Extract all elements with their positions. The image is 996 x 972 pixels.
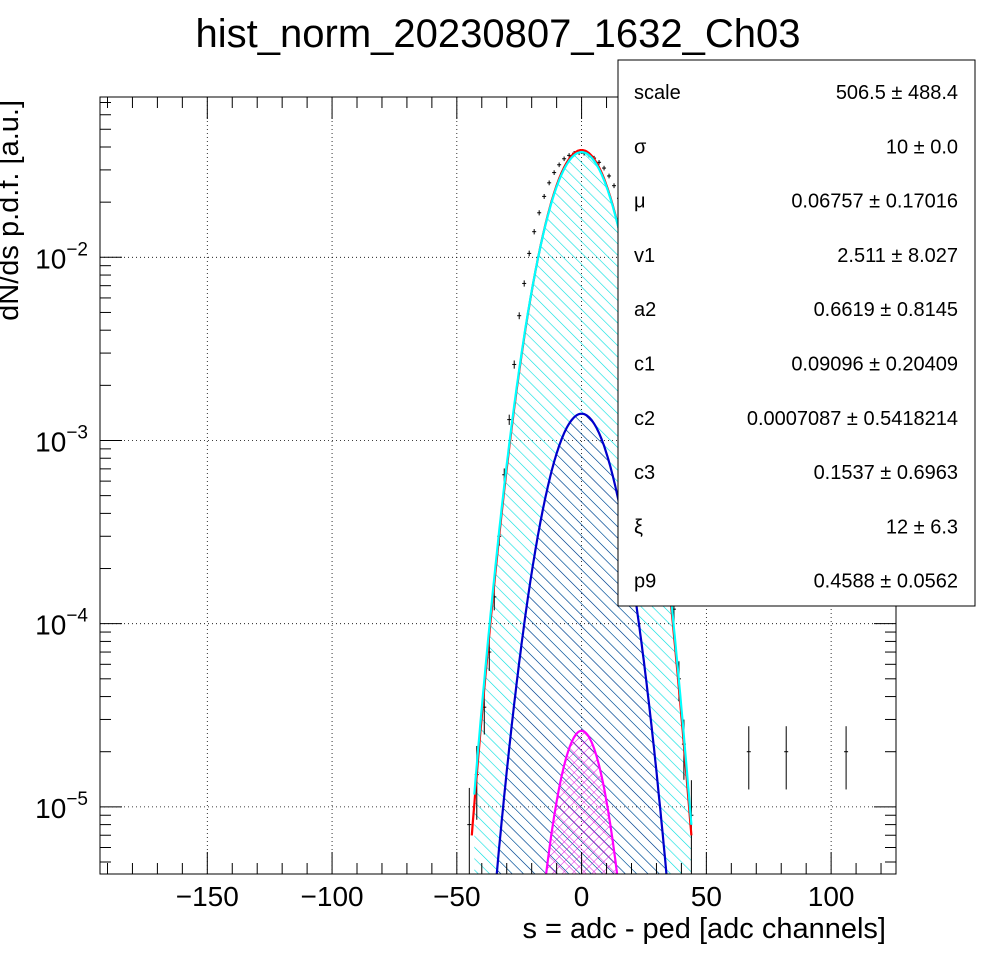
stats-row-value: 0.1537 ± 0.6963 bbox=[814, 462, 958, 484]
data-point-9 bbox=[517, 312, 522, 320]
x-tick-label-1: −100 bbox=[301, 881, 364, 912]
data-point-27 bbox=[607, 173, 612, 179]
data-point-0 bbox=[467, 787, 472, 874]
stats-row-value: 10 ± 0.0 bbox=[886, 136, 958, 158]
stats-row-name: v1 bbox=[634, 245, 655, 267]
stats-row-name: a2 bbox=[634, 299, 656, 321]
fit-curve-3 bbox=[544, 729, 619, 874]
stats-row-value: 0.06757 ± 0.17016 bbox=[791, 191, 958, 213]
stats-box: scale 506.5 ± 488.4 σ 10 ± 0.0 μ 0.06757 ± 0.… bbox=[617, 59, 976, 607]
x-tick-label-2: −50 bbox=[433, 881, 481, 912]
data-point-11 bbox=[527, 250, 532, 257]
data-point-28 bbox=[612, 183, 617, 189]
stats-row-value: 2.511 ± 8.027 bbox=[837, 245, 958, 267]
data-point-44 bbox=[746, 726, 751, 790]
x-tick-label-4: 50 bbox=[691, 881, 722, 912]
x-tick-label-5: 100 bbox=[808, 881, 855, 912]
x-tick-label-3: 0 bbox=[574, 881, 590, 912]
stats-row-1: σ 10 ± 0.0 bbox=[634, 136, 958, 158]
x-tick-labels: −150 −100 −50 0 50 100 bbox=[176, 881, 855, 912]
stats-row-7: c3 0.1537 ± 0.6963 bbox=[634, 462, 958, 484]
stats-row-name: c2 bbox=[634, 408, 655, 430]
stats-row-2: μ 0.06757 ± 0.17016 bbox=[634, 191, 958, 213]
stats-row-value: 12 ± 6.3 bbox=[886, 516, 958, 538]
y-tick-label-2: 10−3 bbox=[35, 422, 88, 457]
y-tick-label-1: 10−4 bbox=[35, 606, 88, 641]
stats-row-value: 0.6619 ± 0.8145 bbox=[814, 299, 958, 321]
data-point-13 bbox=[537, 210, 542, 216]
x-axis-label: s = adc - ped [adc channels] bbox=[522, 913, 886, 945]
stats-row-name: p9 bbox=[634, 571, 656, 593]
stats-row-value: 0.09096 ± 0.20409 bbox=[791, 354, 958, 376]
stats-row-6: c2 0.0007087 ± 0.5418214 bbox=[634, 408, 958, 430]
y-tick-labels: 10−5 10−4 10−3 10−2 bbox=[35, 239, 88, 824]
stats-row-5: c1 0.09096 ± 0.20409 bbox=[634, 354, 958, 376]
stats-row-name: μ bbox=[634, 191, 646, 213]
data-point-7 bbox=[507, 414, 512, 425]
stats-row-value: 0.4588 ± 0.0562 bbox=[814, 571, 958, 593]
data-point-45 bbox=[784, 726, 789, 790]
data-point-14 bbox=[542, 193, 547, 199]
data-point-46 bbox=[844, 726, 849, 790]
data-point-16 bbox=[552, 170, 557, 175]
data-point-8 bbox=[512, 360, 517, 369]
stats-row-3: v1 2.511 ± 8.027 bbox=[634, 245, 958, 267]
fit-curve-2 bbox=[495, 412, 668, 874]
data-point-17 bbox=[557, 162, 562, 168]
chart-title: hist_norm_20230807_1632_Ch03 bbox=[196, 12, 801, 56]
y-tick-label-3: 10−2 bbox=[35, 239, 88, 274]
stats-row-8: ξ 12 ± 6.3 bbox=[634, 516, 958, 538]
data-point-12 bbox=[532, 229, 537, 235]
stats-row-name: σ bbox=[634, 136, 647, 158]
stats-row-9: p9 0.4588 ± 0.0562 bbox=[634, 571, 958, 593]
data-point-15 bbox=[547, 180, 552, 186]
x-tick-label-0: −150 bbox=[176, 881, 239, 912]
stats-row-name: scale bbox=[634, 82, 681, 104]
stats-row-4: a2 0.6619 ± 0.8145 bbox=[634, 299, 958, 321]
stats-row-name: ξ bbox=[634, 516, 643, 538]
data-point-18 bbox=[562, 156, 567, 162]
y-axis-label: dN/ds p.d.f. [a.u.] bbox=[0, 100, 25, 321]
stats-row-name: c1 bbox=[634, 354, 655, 376]
data-point-10 bbox=[522, 280, 527, 287]
y-tick-label-0: 10−5 bbox=[35, 789, 88, 824]
stats-row-name: c3 bbox=[634, 462, 655, 484]
stats-row-value: 0.0007087 ± 0.5418214 bbox=[747, 408, 958, 430]
stats-row-0: scale 506.5 ± 488.4 bbox=[634, 82, 958, 104]
data-point-25 bbox=[597, 160, 602, 165]
data-point-26 bbox=[602, 165, 607, 171]
stats-row-value: 506.5 ± 488.4 bbox=[836, 82, 958, 104]
